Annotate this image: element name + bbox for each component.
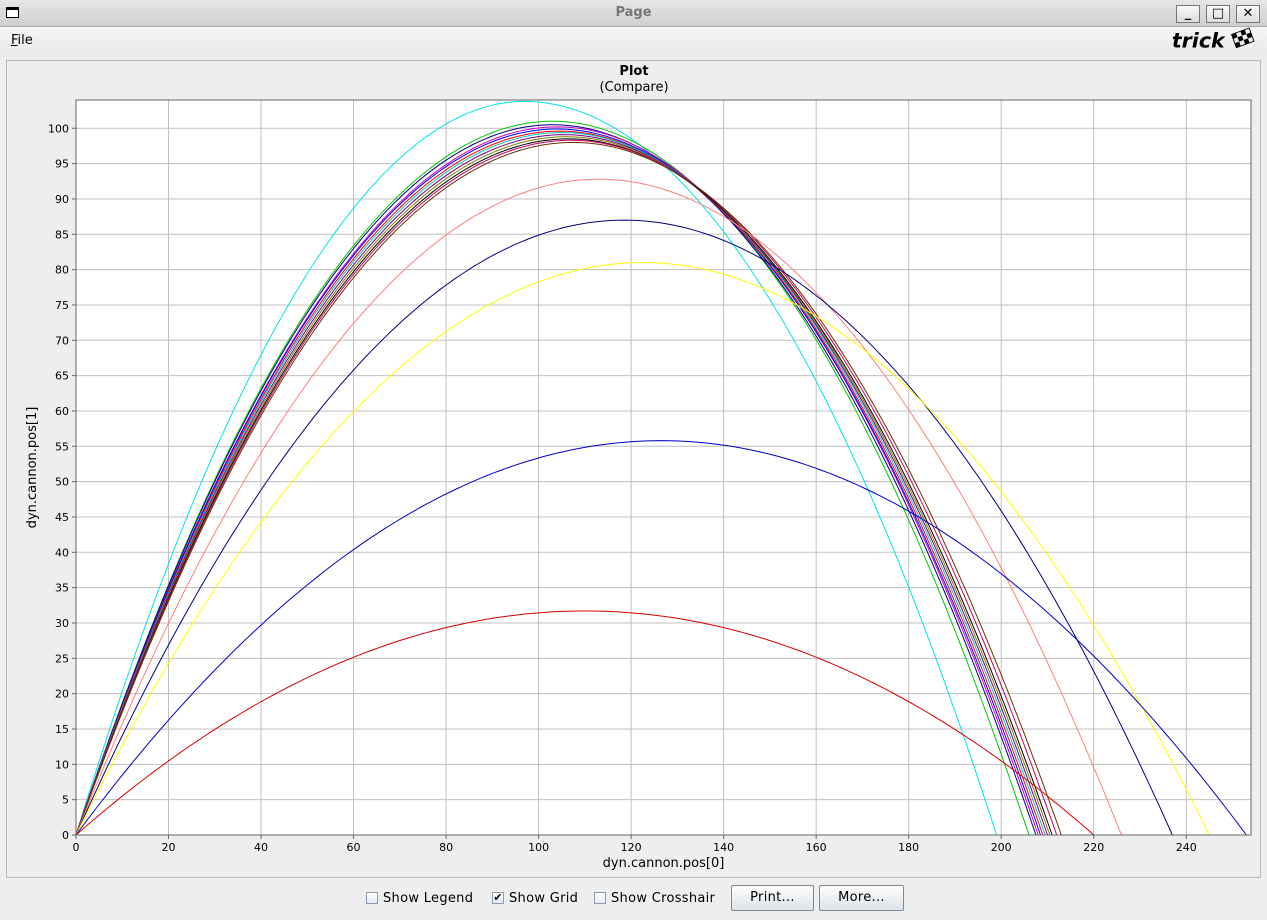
chart[interactable]: Plot (Compare) 0 20 40 60 80 100 120 140 160 180 2… bbox=[7, 61, 1260, 877]
show-grid-box[interactable]: ✔ bbox=[492, 891, 504, 904]
control-bar: Show Legend ✔ Show Grid Show Crosshair P… bbox=[0, 880, 1267, 916]
menu-file[interactable]: File bbox=[11, 33, 33, 48]
x-tick-label: 240 bbox=[1176, 841, 1197, 854]
series-line-15 bbox=[75, 261, 1210, 836]
show-crosshair-checkbox[interactable]: Show Crosshair bbox=[594, 890, 715, 906]
close-button[interactable]: ✕ bbox=[1236, 5, 1260, 23]
x-tick-label: 220 bbox=[1083, 841, 1104, 854]
x-tick-label: 100 bbox=[528, 841, 549, 854]
y-tick-label: 95 bbox=[55, 158, 69, 171]
x-tick-label: 120 bbox=[621, 841, 642, 854]
axis-ticks: 0 20 40 60 80 100 120 140 160 180 200 220 240 0 5 10 15 2… bbox=[48, 122, 1197, 854]
series-line-8 bbox=[75, 134, 1048, 836]
show-crosshair-box[interactable] bbox=[594, 892, 606, 904]
maximize-button[interactable]: □ bbox=[1206, 5, 1230, 23]
y-tick-label: 5 bbox=[62, 794, 69, 807]
y-tick-label: 45 bbox=[55, 511, 69, 524]
plot-area bbox=[76, 100, 1251, 835]
x-axis-label: dyn.cannon.pos[0] bbox=[603, 856, 725, 871]
menu-bar: File trick bbox=[0, 27, 1267, 57]
minimize-button[interactable]: _ bbox=[1176, 5, 1200, 23]
print-button[interactable]: Print... bbox=[731, 885, 814, 911]
show-legend-box[interactable] bbox=[366, 892, 378, 904]
y-tick-label: 50 bbox=[55, 476, 69, 489]
chart-subtitle: (Compare) bbox=[599, 80, 668, 95]
y-tick-label: 15 bbox=[55, 723, 69, 736]
series-line-1 bbox=[75, 100, 998, 836]
x-tick-label: 200 bbox=[991, 841, 1012, 854]
window-title: Page bbox=[615, 5, 652, 20]
show-legend-label: Show Legend bbox=[383, 890, 474, 906]
show-grid-checkbox[interactable]: ✔ Show Grid bbox=[492, 890, 578, 906]
series-line-13 bbox=[75, 178, 1122, 836]
y-tick-label: 85 bbox=[55, 228, 69, 241]
y-axis-label: dyn.cannon.pos[1] bbox=[25, 407, 40, 529]
series-layer bbox=[75, 100, 1247, 836]
y-tick-label: 75 bbox=[55, 299, 69, 312]
y-tick-label: 60 bbox=[55, 405, 69, 418]
x-tick-label: 80 bbox=[439, 841, 453, 854]
series-line-4 bbox=[75, 126, 1039, 836]
x-tick-label: 160 bbox=[806, 841, 827, 854]
series-line-2 bbox=[75, 120, 1030, 836]
trick-logo-text: trick bbox=[1172, 29, 1226, 53]
x-tick-label: 180 bbox=[898, 841, 919, 854]
y-tick-label: 55 bbox=[55, 440, 69, 453]
y-tick-label: 10 bbox=[55, 758, 69, 771]
y-tick-label: 100 bbox=[48, 122, 69, 135]
y-tick-label: 35 bbox=[55, 582, 69, 595]
y-tick-label: 65 bbox=[55, 370, 69, 383]
series-line-10 bbox=[75, 138, 1053, 836]
trick-logo: trick bbox=[1172, 27, 1255, 53]
x-tick-label: 40 bbox=[254, 841, 268, 854]
series-line-12 bbox=[75, 141, 1062, 836]
series-line-16 bbox=[75, 440, 1247, 836]
window-icon[interactable] bbox=[6, 7, 19, 18]
series-line-5 bbox=[75, 128, 1041, 836]
title-bar: Page _ □ ✕ bbox=[0, 0, 1267, 27]
series-line-11 bbox=[75, 139, 1058, 836]
series-line-3 bbox=[75, 124, 1037, 836]
x-tick-label: 0 bbox=[73, 841, 80, 854]
y-tick-label: 70 bbox=[55, 334, 69, 347]
series-line-9 bbox=[75, 136, 1051, 836]
y-tick-label: 80 bbox=[55, 264, 69, 277]
y-tick-label: 40 bbox=[55, 546, 69, 559]
x-tick-label: 60 bbox=[347, 841, 361, 854]
series-line-7 bbox=[75, 131, 1046, 836]
y-tick-label: 90 bbox=[55, 193, 69, 206]
y-tick-label: 20 bbox=[55, 688, 69, 701]
y-tick-label: 25 bbox=[55, 652, 69, 665]
more-button[interactable]: More... bbox=[819, 885, 904, 911]
x-tick-label: 20 bbox=[162, 841, 176, 854]
show-crosshair-label: Show Crosshair bbox=[611, 890, 716, 906]
series-line-14 bbox=[75, 219, 1173, 836]
show-grid-label: Show Grid bbox=[509, 890, 579, 906]
y-tick-label: 30 bbox=[55, 617, 69, 630]
plot-border bbox=[75, 99, 1252, 836]
series-line-17 bbox=[75, 610, 1095, 836]
chart-title: Plot bbox=[619, 64, 648, 79]
series-line-6 bbox=[75, 130, 1044, 836]
y-tick-label: 0 bbox=[62, 829, 69, 842]
plot-panel: Plot (Compare) 0 20 40 60 80 100 120 140 160 180 2… bbox=[6, 60, 1261, 878]
x-tick-label: 140 bbox=[713, 841, 734, 854]
show-legend-checkbox[interactable]: Show Legend bbox=[366, 890, 473, 906]
